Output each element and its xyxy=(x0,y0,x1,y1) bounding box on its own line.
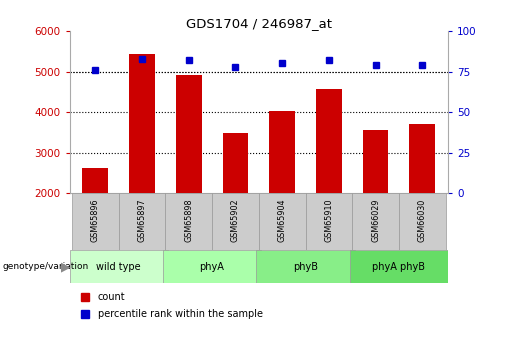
Bar xyxy=(316,89,342,193)
Bar xyxy=(82,168,108,193)
Bar xyxy=(129,54,155,193)
Text: GSM65904: GSM65904 xyxy=(278,199,287,242)
Bar xyxy=(165,193,212,250)
Bar xyxy=(352,193,399,250)
Text: GSM65910: GSM65910 xyxy=(324,199,333,242)
Text: wild type: wild type xyxy=(96,262,141,272)
Bar xyxy=(363,130,388,193)
Text: GSM65898: GSM65898 xyxy=(184,199,193,242)
Text: phyB: phyB xyxy=(293,262,318,272)
Bar xyxy=(222,133,248,193)
Title: GDS1704 / 246987_at: GDS1704 / 246987_at xyxy=(186,17,332,30)
Text: ▶: ▶ xyxy=(61,260,71,273)
Bar xyxy=(72,193,118,250)
Bar xyxy=(163,250,261,283)
Bar xyxy=(350,250,448,283)
Text: GSM66030: GSM66030 xyxy=(418,199,427,242)
Bar xyxy=(305,193,352,250)
Bar xyxy=(70,250,168,283)
Text: phyA phyB: phyA phyB xyxy=(372,262,425,272)
Bar xyxy=(212,193,259,250)
Text: GSM65902: GSM65902 xyxy=(231,199,240,242)
Bar xyxy=(256,250,355,283)
Bar xyxy=(118,193,165,250)
Bar xyxy=(259,193,305,250)
Text: percentile rank within the sample: percentile rank within the sample xyxy=(98,309,263,319)
Bar xyxy=(409,124,435,193)
Text: phyA: phyA xyxy=(200,262,225,272)
Text: count: count xyxy=(98,292,126,302)
Text: GSM65897: GSM65897 xyxy=(138,199,146,242)
Text: GSM66029: GSM66029 xyxy=(371,199,380,242)
Text: genotype/variation: genotype/variation xyxy=(3,262,89,271)
Text: GSM65896: GSM65896 xyxy=(91,199,100,242)
Bar xyxy=(176,75,201,193)
Bar xyxy=(269,111,295,193)
Bar xyxy=(399,193,445,250)
